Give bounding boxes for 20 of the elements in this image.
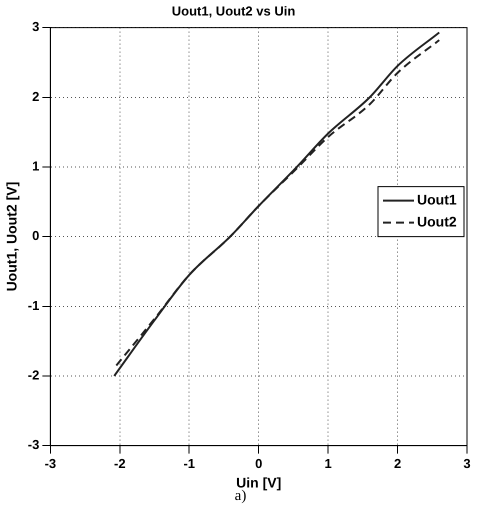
y-tick-label: 3: [32, 19, 40, 34]
y-axis-title: Uout1, Uout2 [V]: [3, 182, 20, 292]
legend-label: Uout2: [417, 213, 457, 230]
x-tick-label: 0: [255, 456, 262, 471]
x-tick-label: 1: [324, 456, 332, 471]
legend-label: Uout1: [417, 191, 457, 208]
y-tick-label: -1: [28, 298, 40, 313]
y-tick-label: -2: [28, 368, 40, 383]
x-tick-label: 3: [463, 456, 471, 471]
x-tick-label: -1: [183, 456, 196, 471]
y-tick-label: 1: [32, 158, 40, 174]
text: a): [234, 488, 248, 505]
chart-title: Uout1, Uout2 vs Uin: [172, 3, 296, 18]
x-tick-label: -2: [114, 456, 126, 471]
y-tick-label: 0: [32, 228, 40, 244]
x-axis-title: Uin [V]: [236, 474, 282, 490]
x-tick-label: 2: [394, 456, 402, 471]
y-tick-label: -3: [28, 437, 40, 452]
x-tick-label: -3: [44, 456, 56, 471]
y-tick-label: 2: [32, 88, 40, 104]
